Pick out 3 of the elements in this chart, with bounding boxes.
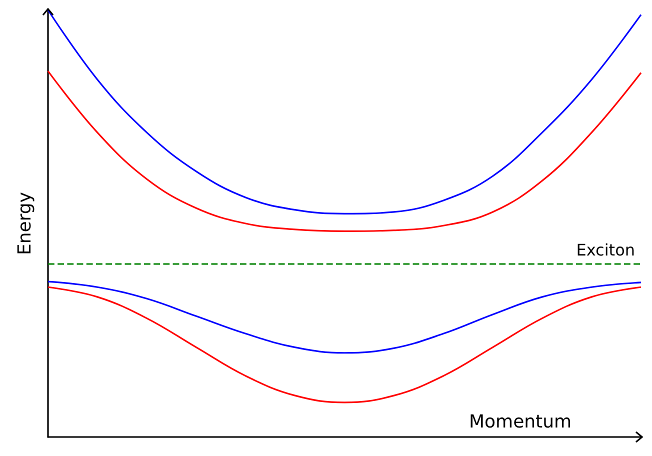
y-axis-title: Energy xyxy=(14,192,36,256)
x-axis-title: Momentum xyxy=(469,412,572,432)
ref-line-label: Exciton xyxy=(576,240,635,260)
